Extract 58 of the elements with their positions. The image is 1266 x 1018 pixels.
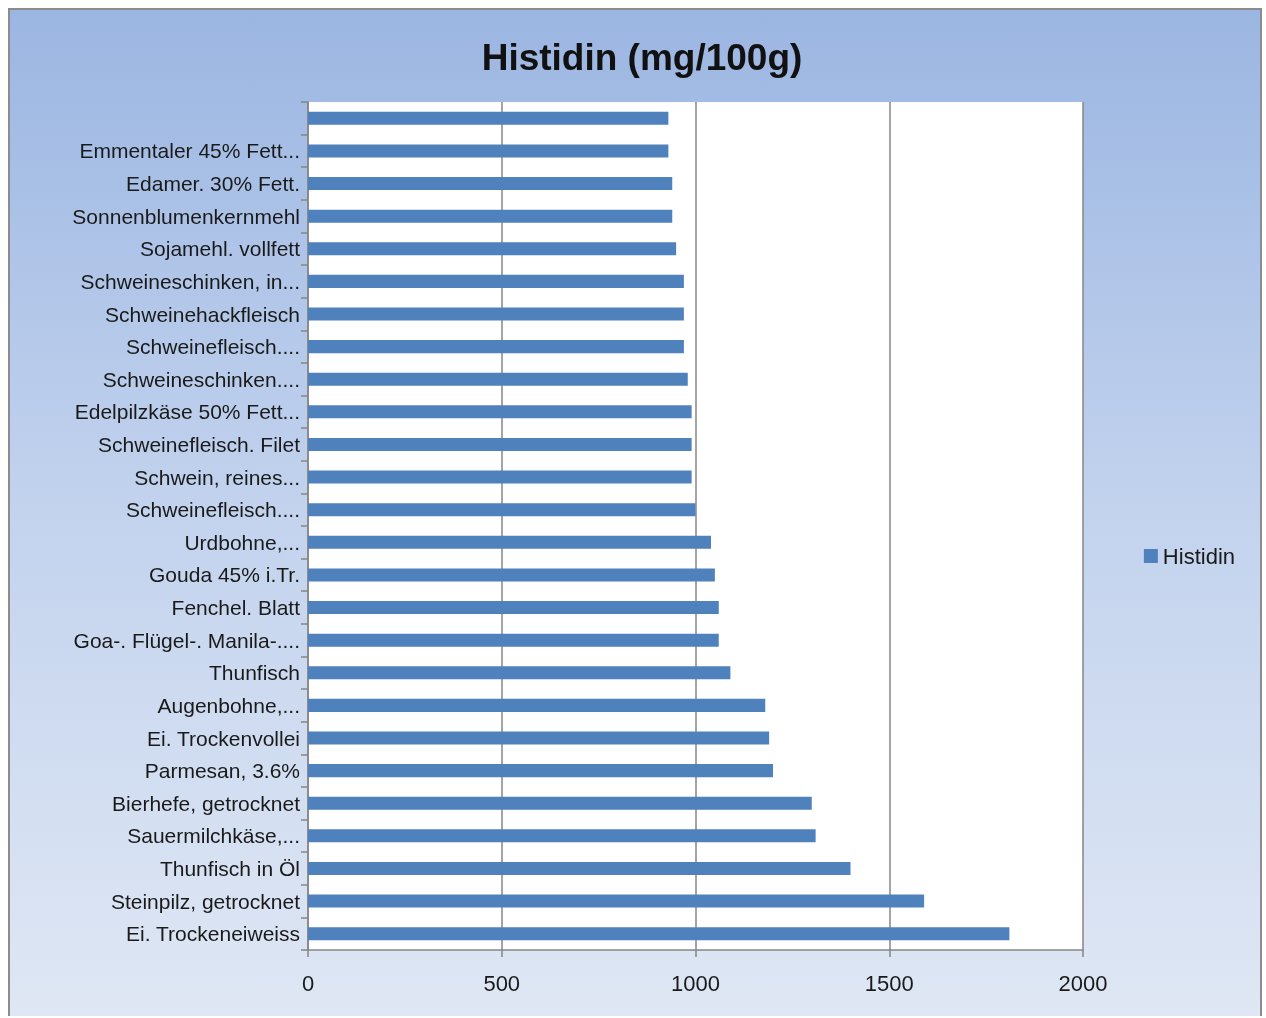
y-tick-label: Ei. Trockenvollei [147,726,300,750]
y-tick-label: Edamer. 30% Fett. [126,172,300,196]
y-tick-label: Steinpilz, getrocknet [110,889,301,913]
y-tick-label: Edelpilzkäse 50% Fett... [74,400,300,424]
bar [308,372,688,386]
x-tick-label: 1000 [671,970,720,996]
bar [308,470,692,484]
bar [308,405,692,419]
y-tick-label: Bierhefe, getrocknet [112,791,301,815]
bar [308,633,719,647]
bar [308,274,684,288]
bar [308,503,696,517]
y-tick-label: Schwein, reines... [134,465,300,489]
y-tick-label: Schweinefleisch.... [126,335,300,359]
x-tick-label: 1500 [864,970,914,996]
y-tick-label: Schweineschinken.... [102,367,300,391]
bar [308,927,1010,941]
bar [308,698,766,712]
y-tick-label: Schweinefleisch.... [126,498,300,522]
bar [308,861,851,875]
x-tick-label: 500 [483,970,521,996]
bar [308,242,677,256]
y-tick-label: Thunfisch [208,661,300,685]
bar [308,731,770,745]
y-tick-label: Gouda 45% i.Tr. [149,563,300,587]
y-tick-label: Fenchel. Blatt [171,596,301,620]
bar [308,894,925,908]
y-tick-label: Goa-. Flügel-. Manila-.... [73,628,300,652]
bar [308,340,684,354]
x-tick-label: 2000 [1058,970,1108,996]
bar [308,535,711,549]
y-tick-label: Sauermilchkäse,... [127,824,300,848]
x-tick-label: 0 [301,970,315,996]
chart-title: Histidin (mg/100g) [481,37,803,78]
bar [308,796,812,810]
y-tick-label: Sonnenblumenkernmehl [72,204,300,228]
bar [308,601,719,615]
y-tick-label: Schweinefleisch. Filet [98,432,301,456]
bar [308,437,692,451]
y-tick-label: Parmesan, 3.6% [144,759,300,783]
bar [308,177,673,191]
legend-label: Histidin [1162,543,1236,569]
bar [308,111,669,125]
y-tick-label: Emmentaler 45% Fett... [79,139,300,163]
y-tick-label: Thunfisch in Öl [159,856,300,880]
bar [308,829,816,843]
y-tick-label: Schweineschinken, in... [80,269,300,293]
bar [308,764,773,778]
bar [308,666,731,680]
y-tick-label: Sojamehl. vollfett [140,237,301,261]
bar [308,144,669,158]
y-tick-label: Augenbohne,... [157,693,300,717]
bar [308,568,715,582]
bar [308,307,684,321]
y-tick-label: Schweinehackfleisch [105,302,300,326]
y-tick-label: Ei. Trockeneiweiss [126,922,300,946]
y-tick-label: Urdbohne,... [184,530,300,554]
bar [308,209,673,223]
